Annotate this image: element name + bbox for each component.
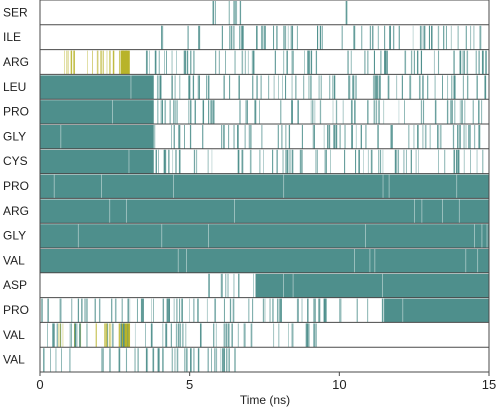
y-tick-label: PRO <box>3 179 29 193</box>
x-tick-label: 15 <box>482 377 496 392</box>
y-tick-label: LEU <box>3 80 26 94</box>
y-tick-label: VAL <box>3 253 25 267</box>
y-tick-label: ARG <box>3 204 29 218</box>
row-9-arg <box>40 199 489 224</box>
grid-layer <box>40 24 489 348</box>
event-contact-block <box>40 199 489 224</box>
row-6-gly <box>40 125 481 149</box>
row-1-ser <box>212 1 348 25</box>
y-tick-label: ILE <box>3 30 21 44</box>
row-10-gly <box>40 224 489 248</box>
y-tick-label: PRO <box>3 105 29 119</box>
event-contact-block <box>40 100 154 124</box>
x-tick-label: 5 <box>186 377 193 392</box>
row-13-pro <box>41 298 489 323</box>
row-2-ile <box>161 25 482 50</box>
y-tick-label: VAL <box>3 353 25 367</box>
row-11-val <box>40 249 489 273</box>
x-axis-label: Time (ns) <box>240 393 290 407</box>
row-8-pro <box>40 174 489 199</box>
y-tick-label: SER <box>3 5 28 19</box>
event-contact-block <box>40 149 154 174</box>
row-5-pro <box>40 100 483 124</box>
row-3-arg <box>64 50 487 75</box>
row-15-val <box>43 348 236 372</box>
y-tick-label: VAL <box>3 328 25 342</box>
y-tick-label: CYS <box>3 154 28 168</box>
event-hbond-block <box>120 323 130 348</box>
event-hbond-block <box>120 50 130 75</box>
bars-layer <box>40 1 489 372</box>
y-tick-label: ARG <box>3 55 29 69</box>
event-contact-block <box>384 298 489 323</box>
plot-border <box>39 0 490 373</box>
row-14-val <box>47 323 317 348</box>
event-contact-block <box>255 273 489 298</box>
x-tick-label: 0 <box>36 377 43 392</box>
event-contact-block <box>40 224 489 248</box>
row-7-cys <box>40 149 484 174</box>
y-tick-label: ASP <box>3 278 27 292</box>
x-axis-ticks: 0 5 10 15 <box>36 372 496 392</box>
y-tick-label: GLY <box>3 129 26 143</box>
row-12-asp <box>208 273 489 298</box>
event-contact-block <box>40 174 489 199</box>
y-tick-label: PRO <box>3 303 29 317</box>
y-tick-labels: SER ILE ARG LEU PRO GLY CYS PRO ARG GLY VAL ASP PRO V… <box>3 5 29 366</box>
event-contact-block <box>40 125 154 149</box>
y-tick-label: GLY <box>3 229 26 243</box>
event-contact-block <box>40 249 489 273</box>
event-contact-block <box>40 75 154 100</box>
x-tick-label: 10 <box>332 377 346 392</box>
row-4-leu <box>40 75 487 100</box>
